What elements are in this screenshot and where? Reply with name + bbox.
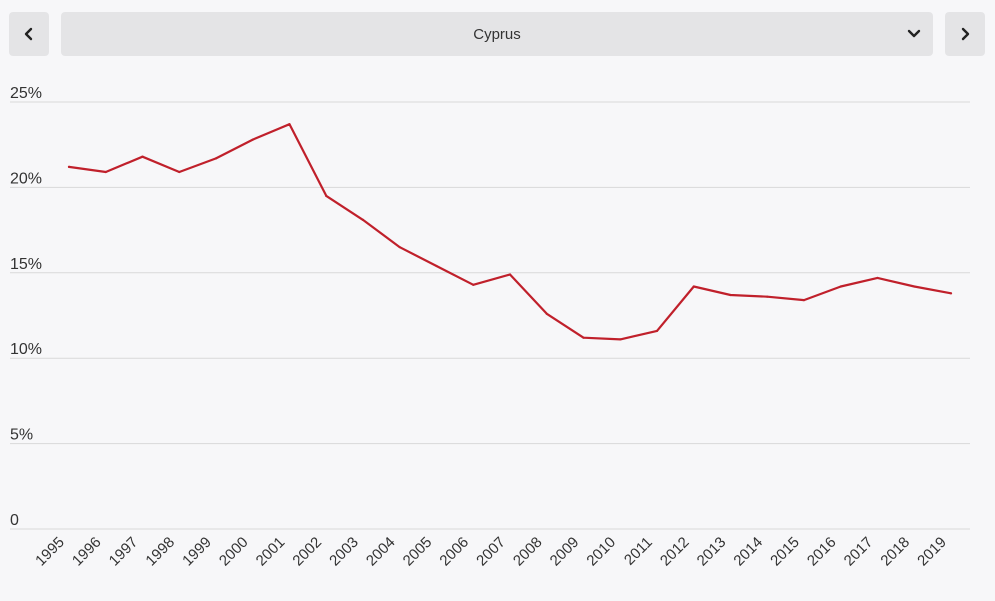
data-point [104, 170, 107, 174]
x-tick-label: 1995 [32, 534, 68, 570]
previous-country-button[interactable] [9, 12, 49, 56]
x-tick-label: 2001 [253, 534, 289, 570]
x-tick-label: 2017 [841, 534, 877, 570]
data-point [508, 273, 512, 276]
data-point [766, 295, 769, 298]
x-tick-label: 2009 [547, 534, 583, 570]
x-tick-label: 2011 [621, 534, 656, 569]
chevron-down-icon [907, 27, 921, 41]
x-tick-label: 2010 [583, 534, 619, 570]
data-point [288, 123, 291, 126]
data-point [325, 194, 328, 198]
data-point [545, 312, 548, 315]
selected-country-label: Cyprus [473, 25, 521, 43]
data-point [398, 246, 401, 249]
x-tick-label: 2013 [694, 534, 730, 570]
x-tick-label: 2006 [436, 534, 472, 570]
x-tick-label: 2015 [767, 534, 803, 570]
data-point [692, 285, 695, 288]
data-point [472, 283, 475, 286]
data-point [619, 338, 622, 341]
x-tick-label: 1997 [106, 534, 142, 570]
data-point [67, 165, 71, 169]
chevron-right-icon [961, 27, 970, 41]
data-point [876, 276, 879, 280]
x-tick-label: 2016 [804, 534, 840, 570]
y-tick-label: 25% [10, 85, 42, 102]
chevron-left-icon [24, 27, 33, 41]
data-point [655, 329, 659, 332]
x-tick-label: 1998 [142, 534, 178, 570]
x-tick-label: 1996 [69, 534, 105, 570]
y-tick-label: 0 [10, 512, 19, 529]
data-point [251, 138, 254, 141]
x-tick-label: 2014 [730, 534, 766, 570]
y-tick-label: 20% [10, 170, 42, 187]
data-point [729, 293, 732, 297]
y-tick-label: 10% [10, 341, 42, 358]
data-point [178, 170, 181, 174]
y-tick-label: 5% [10, 427, 33, 444]
x-tick-label: 2005 [400, 534, 436, 570]
x-tick-label: 2012 [657, 534, 693, 570]
x-tick-label: 2002 [289, 534, 325, 570]
data-point [435, 264, 438, 268]
x-tick-label: 2000 [216, 534, 252, 570]
x-tick-label: 1999 [179, 534, 215, 570]
x-tick-label: 2003 [326, 534, 362, 570]
next-country-button[interactable] [945, 12, 985, 56]
y-axis-tick-labels: 0 5% 10% 15% 20% 25% [10, 85, 42, 529]
data-point [913, 285, 916, 288]
x-axis-tick-labels: 1995 1996 1997 1998 1999 2000 2001 2002 2003 2004… [32, 534, 950, 570]
x-tick-label: 2004 [363, 534, 399, 570]
gridlines [10, 101, 970, 530]
data-point [141, 155, 144, 158]
data-point [949, 292, 953, 295]
country-select[interactable]: Cyprus [61, 12, 933, 56]
x-tick-label: 2019 [914, 534, 950, 570]
x-tick-label: 2008 [510, 534, 546, 570]
data-point [839, 285, 842, 288]
data-point [361, 218, 365, 221]
data-point [582, 336, 585, 339]
x-tick-label: 2007 [473, 534, 509, 570]
series-line [67, 123, 953, 341]
data-point [802, 299, 806, 302]
x-tick-label: 2018 [877, 534, 913, 570]
data-point [214, 157, 218, 160]
y-tick-label: 15% [10, 256, 42, 273]
series-layer [67, 123, 953, 341]
